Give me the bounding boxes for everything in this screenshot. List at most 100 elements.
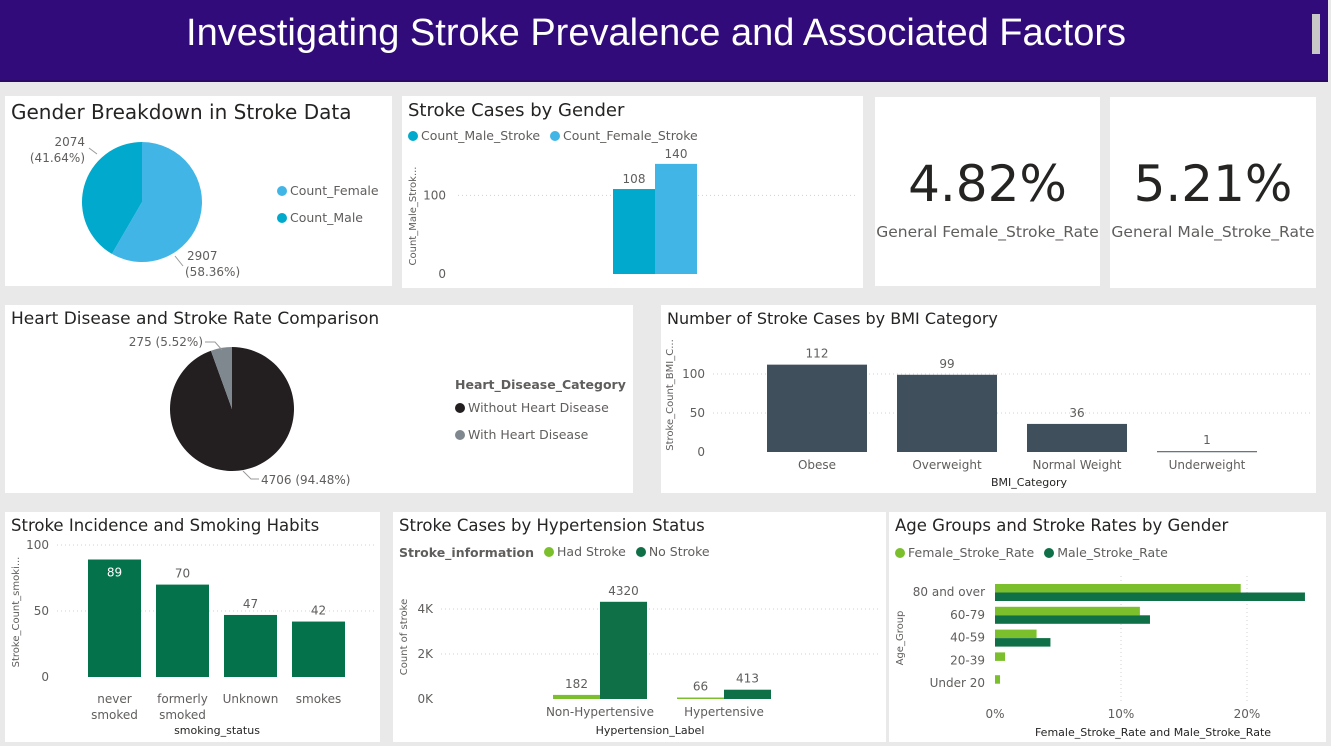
bmi-chart[interactable]: 0 50 100 Stroke_Count_BMI_C... 112 Obese 99 Ove… (661, 305, 1316, 493)
legend-label: No Stroke (648, 544, 710, 559)
legend-item-female-rate[interactable]: Female_Stroke_Rate (895, 545, 1034, 560)
bar-underweight[interactable] (1157, 451, 1257, 453)
bar-female_stroke_rate[interactable] (995, 629, 1037, 639)
smoking-card[interactable]: Stroke Incidence and Smoking Habits 0 50 1… (5, 512, 380, 742)
x-tick-label: 20% (1234, 707, 1261, 721)
heart-pie-legend: Heart_Disease_Category Without Heart Dis… (455, 377, 632, 454)
legend-label: Count_Male_Stroke (421, 128, 541, 143)
bar-obese[interactable] (767, 364, 867, 452)
kpi-male-card[interactable]: 5.21% General Male_Stroke_Rate (1110, 97, 1316, 288)
x-tick-label: Unknown (223, 692, 279, 706)
bmi-card[interactable]: Number of Stroke Cases by BMI Category 0… (661, 305, 1316, 493)
bar-female_stroke_rate[interactable] (995, 584, 1241, 593)
bar-male_stroke_rate[interactable] (995, 615, 1150, 624)
bar-overweight[interactable] (897, 374, 997, 452)
hypertension-chart[interactable]: 0K 2K 4K Count of stroke 182 4320 Non-Hyperten… (393, 512, 886, 742)
legend-dot-icon (408, 130, 418, 141)
bar-Count_Male_Stroke[interactable] (613, 189, 655, 274)
gender-pie-card[interactable]: Gender Breakdown in Stroke Data 2074 (41.… (5, 96, 392, 286)
data-label: 182 (565, 677, 588, 691)
smoking-title: Stroke Incidence and Smoking Habits (11, 516, 320, 535)
legend-item-male[interactable]: Count_Male (277, 210, 379, 225)
y-tick-label: 20-39 (950, 653, 985, 667)
bar-had-stroke[interactable] (677, 697, 724, 699)
y-tick-label: 0 (41, 670, 49, 684)
bar-unknown[interactable] (224, 614, 277, 677)
legend-item-had-stroke[interactable]: Had Stroke (544, 544, 626, 559)
legend-dot-icon (544, 546, 555, 557)
heart-pie-card[interactable]: Heart Disease and Stroke Rate Comparison… (5, 305, 633, 493)
female-pct-label: (58.36%) (185, 265, 240, 279)
bar-smokes[interactable] (292, 621, 345, 677)
y-tick-label: 4K (417, 602, 434, 616)
leader-line (88, 147, 98, 155)
legend-item-with-heart-disease[interactable]: With Heart Disease (455, 427, 626, 442)
gender-pie-legend: Count_Female Count_Male (277, 183, 385, 237)
bar-never-smoked[interactable] (88, 559, 141, 677)
gender-pie-chart[interactable]: 2074 (41.64%) 2907 (58.36%) (5, 96, 392, 286)
age-card[interactable]: Age Groups and Stroke Rates by Gender Fe… (889, 512, 1326, 742)
data-label: 47 (243, 597, 258, 611)
bmi-title: Number of Stroke Cases by BMI Category (667, 309, 998, 328)
kpi-female-value: 4.82% (908, 155, 1067, 213)
legend-item-female[interactable]: Count_Female (277, 183, 379, 198)
y-tick-label: 2K (417, 647, 434, 661)
male-pct-label: (41.64%) (30, 151, 85, 165)
legend-item-no-stroke[interactable]: No Stroke (635, 544, 710, 559)
data-label: 99 (939, 357, 954, 371)
bar-formerly-smoked[interactable] (156, 584, 209, 677)
bar-no-stroke[interactable] (724, 689, 771, 699)
legend-dot-icon (277, 185, 287, 196)
bar-female_stroke_rate[interactable] (995, 606, 1140, 616)
hypertension-card[interactable]: Stroke Cases by Hypertension Status Stro… (393, 512, 886, 742)
bar-had-stroke[interactable] (553, 694, 600, 699)
legend-item-male-stroke[interactable]: Count_Male_Stroke (408, 128, 540, 143)
x-tick-label: 10% (1108, 707, 1135, 721)
data-label: 36 (1069, 406, 1084, 420)
leader-line (174, 255, 184, 267)
bar-normal-weight[interactable] (1027, 423, 1127, 452)
hypertension-title: Stroke Cases by Hypertension Status (399, 516, 705, 535)
pie-slice-without-heart-disease[interactable] (170, 347, 294, 471)
y-axis-title: Stroke_Count_smoki... (11, 557, 22, 668)
x-axis-title: Female_Stroke_Rate and Male_Stroke_Rate (1035, 726, 1271, 739)
y-tick-label: 100 (423, 188, 446, 202)
y-axis-title: Age_Group (895, 611, 906, 666)
kpi-female-label: General Female_Stroke_Rate (876, 223, 1099, 241)
bar-female_stroke_rate[interactable] (995, 675, 1001, 684)
bar-Count_Female_Stroke[interactable] (655, 163, 697, 274)
legend-dot-icon (550, 130, 561, 141)
bar-female_stroke_rate[interactable] (995, 652, 1006, 661)
x-axis-title: smoking_status (174, 724, 260, 737)
bar-male_stroke_rate[interactable] (995, 638, 1051, 647)
dashboard-header: Investigating Stroke Prevalence and Asso… (0, 0, 1328, 82)
legend-label: Count_Male (290, 210, 363, 225)
hypertension-legend-title: Stroke_information (399, 544, 535, 560)
gender-bars-card[interactable]: Stroke Cases by Gender Count_Male_Stroke… (402, 96, 863, 288)
pie-slice-male[interactable] (81, 142, 142, 254)
legend-item-female-stroke[interactable]: Count_Female_Stroke (550, 128, 698, 143)
age-chart[interactable]: 0% 10% 20% Age_Group 80 and over 60-79 40-59 20… (889, 512, 1326, 742)
y-tick-label: Under 20 (930, 676, 985, 690)
pie-slice-female[interactable] (111, 142, 202, 262)
x-tick-label: smoked (159, 708, 206, 722)
bar-male_stroke_rate[interactable] (995, 592, 1305, 602)
leader-line (242, 470, 259, 480)
x-tick-label: formerly (157, 692, 208, 706)
data-label: 4320 (608, 584, 639, 598)
heart-pie-chart[interactable]: 275 (5.52%) 4706 (94.48%) (5, 305, 633, 493)
smoking-chart[interactable]: 0 50 100 Stroke_Count_smoki... 89 never smoked… (5, 512, 380, 742)
bar-no-stroke[interactable] (600, 601, 647, 699)
gender-bars-chart[interactable]: 0 100 Count_Male_Strok... 108 140 (402, 96, 863, 288)
scrollbar-thumb[interactable] (1312, 14, 1320, 54)
data-label: 42 (311, 604, 326, 618)
kpi-male-value: 5.21% (1133, 155, 1293, 213)
kpi-female-card[interactable]: 4.82% General Female_Stroke_Rate (875, 97, 1100, 286)
legend-dot-icon (277, 212, 287, 223)
legend-item-male-rate[interactable]: Male_Stroke_Rate (1044, 545, 1168, 560)
without-heart-disease-label: 4706 (94.48%) (261, 473, 350, 487)
dashboard-title: Investigating Stroke Prevalence and Asso… (186, 12, 1126, 54)
legend-item-without-heart-disease[interactable]: Without Heart Disease (455, 400, 626, 415)
age-title: Age Groups and Stroke Rates by Gender (895, 516, 1229, 535)
pie-slice-with-heart-disease[interactable] (210, 347, 232, 409)
